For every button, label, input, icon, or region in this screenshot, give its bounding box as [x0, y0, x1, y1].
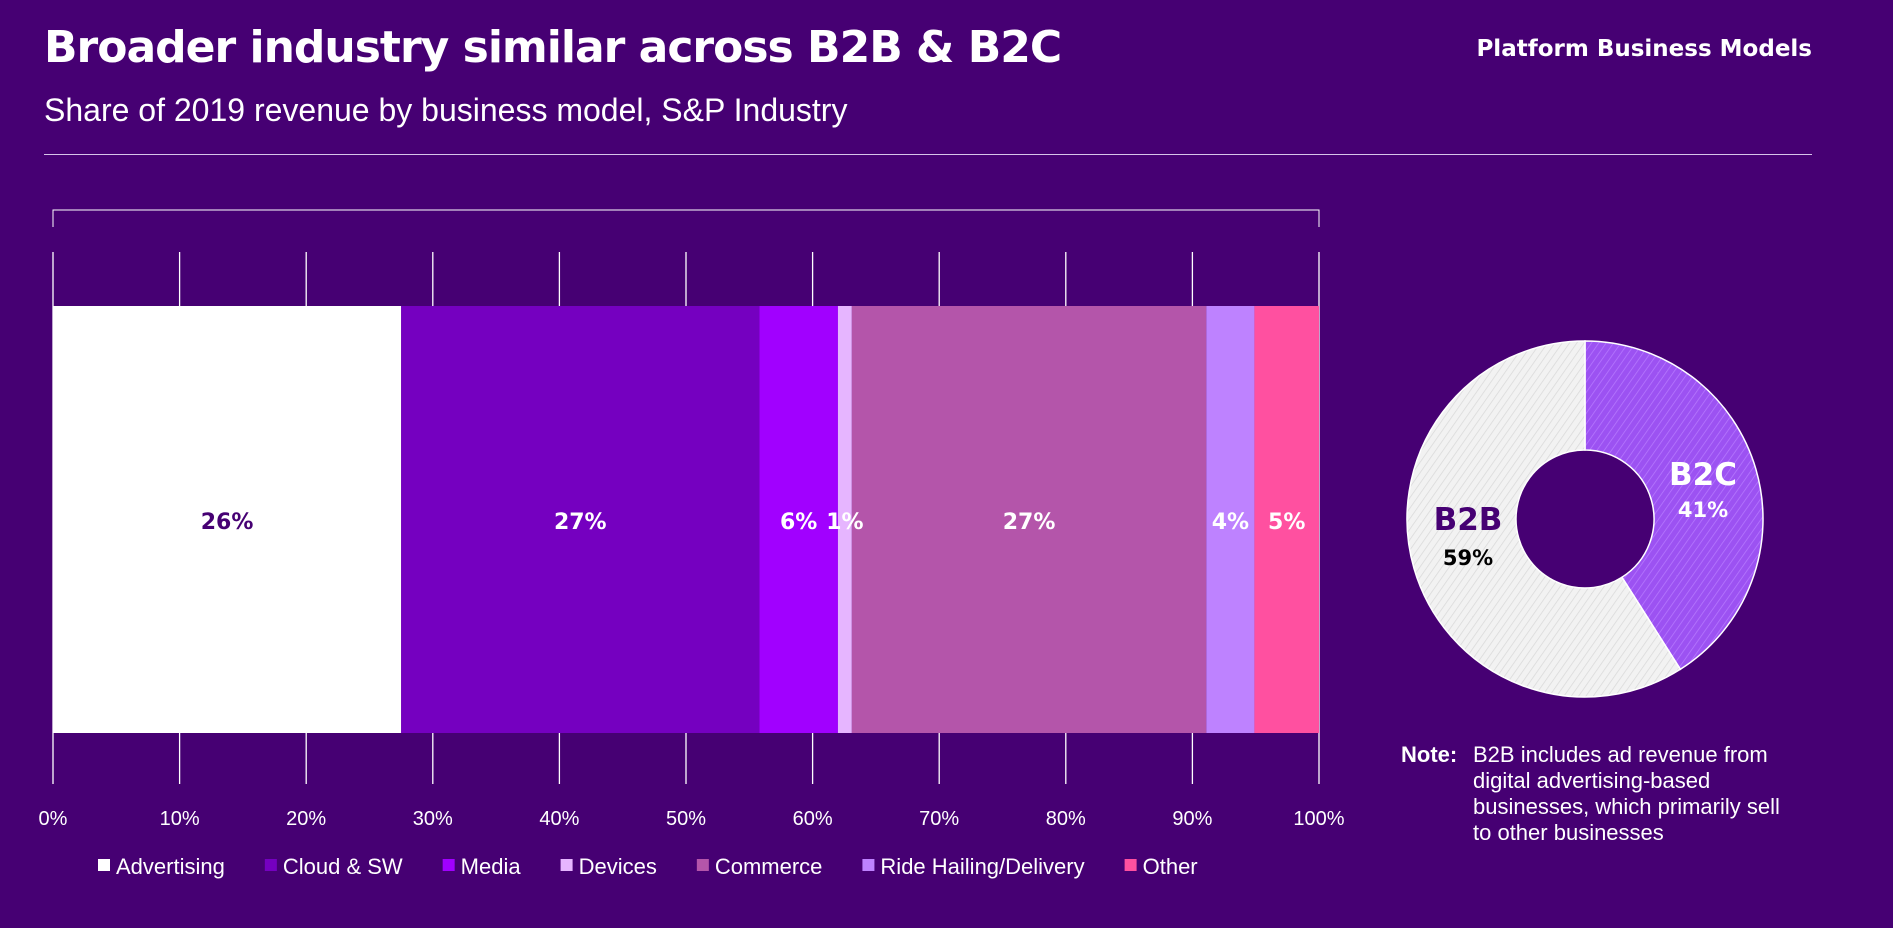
brand-label: Platform Business Models [1476, 36, 1812, 62]
slice-value-label: 41% [1678, 498, 1728, 522]
data-label: 6% [780, 510, 817, 535]
legend-label: Media [461, 854, 522, 879]
slice-name-label: B2B [1434, 502, 1503, 538]
legend-label: Advertising [116, 854, 225, 879]
data-label: 26% [201, 510, 254, 535]
legend-swatch [442, 859, 455, 871]
legend-item: Other [1124, 854, 1198, 879]
legend-label: Devices [579, 854, 657, 879]
donut-chart: B2B 59% B2C 41% [1406, 340, 1764, 698]
data-label: 5% [1268, 510, 1305, 535]
bar-segment [1254, 306, 1319, 733]
bar-segment [401, 306, 760, 733]
page-title: Broader industry similar across B2B & B2… [44, 22, 1062, 73]
top-bracket [52, 209, 1320, 227]
chart-legend: Advertising Cloud & SW Media Devices Commerc… [98, 854, 1198, 879]
page-subtitle: Share of 2019 revenue by business model,… [44, 92, 848, 128]
legend-item: Advertising [98, 854, 225, 879]
x-tick-label: 20% [286, 808, 326, 830]
note-label: Note: [1401, 742, 1458, 767]
legend-swatch [862, 859, 875, 871]
donut-slice [1584, 340, 1764, 671]
legend-item: Media [442, 854, 522, 879]
x-tick-label: 60% [793, 808, 833, 830]
bar-segment [759, 306, 838, 733]
legend-label: Ride Hailing/Delivery [880, 854, 1084, 879]
x-tick-label: 50% [666, 808, 706, 830]
data-label: 27% [554, 510, 607, 535]
x-tick-label: 90% [1172, 808, 1212, 830]
legend-swatch [696, 859, 709, 871]
bar-segment [1206, 306, 1255, 733]
legend-swatch [98, 859, 110, 871]
legend-label: Commerce [715, 854, 823, 879]
x-tick-label: 40% [539, 808, 579, 830]
legend-label: Other [1143, 854, 1198, 879]
bar-segment [53, 306, 402, 733]
note-text: B2B includes ad revenue from digital adv… [1473, 742, 1780, 845]
x-tick-label: 70% [919, 808, 959, 830]
bar-segment [837, 306, 852, 733]
slice-name-label: B2C [1669, 457, 1737, 493]
legend-item: Devices [560, 854, 657, 879]
legend-swatch [264, 859, 277, 871]
stacked-bar-chart: 0% 10% 20% 30% 40% 50% 60% 70% 80% 90% 100% 26% 27% 6… [39, 209, 1345, 830]
legend-item: Commerce [696, 854, 823, 879]
legend-item: Ride Hailing/Delivery [862, 854, 1085, 879]
legend-label: Cloud & SW [283, 854, 403, 879]
donut-slice [1406, 340, 1682, 698]
bar-segment [851, 306, 1207, 733]
legend-swatch [560, 859, 573, 871]
x-tick-label: 30% [413, 808, 453, 830]
legend-item: Cloud & SW [264, 854, 403, 879]
header-divider [44, 154, 1812, 155]
x-tick-label: 10% [160, 808, 200, 830]
x-tick-label: 80% [1046, 808, 1086, 830]
data-label: 4% [1212, 510, 1249, 535]
data-label: 1% [826, 510, 863, 535]
data-label: 27% [1003, 510, 1056, 535]
legend-swatch [1124, 859, 1137, 871]
x-tick-label: 0% [39, 808, 68, 830]
slice-value-label: 59% [1443, 546, 1493, 570]
x-tick-label: 100% [1293, 808, 1344, 830]
